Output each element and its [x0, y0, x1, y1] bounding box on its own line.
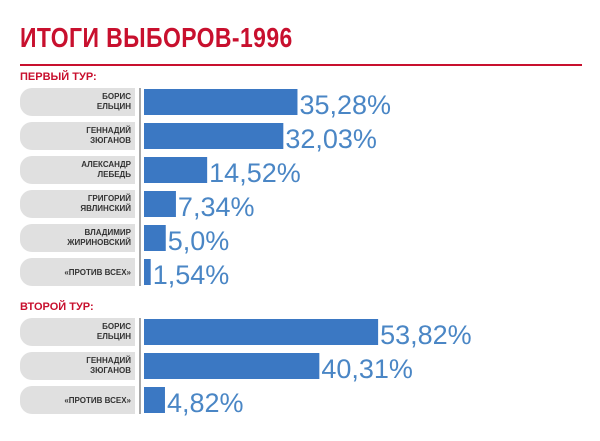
candidate-name: ЕЛЬЦИН [97, 332, 131, 341]
candidate-name: ЖИРИНОВСКИЙ [66, 238, 131, 247]
candidate-name: ЛЕБЕДЬ [98, 170, 132, 179]
candidate-label-box [20, 224, 135, 252]
value-label: 53,82% [380, 320, 472, 350]
candidate-name: ГЕННАДИЙ [86, 356, 131, 365]
candidate-label-box [20, 352, 135, 380]
candidate-label-box [20, 386, 135, 414]
candidate-label-box [20, 122, 135, 150]
candidate-label-box [20, 190, 135, 218]
value-label: 5,0% [168, 226, 230, 256]
candidate-name: ЕЛЬЦИН [97, 102, 131, 111]
candidate-name: БОРИС [102, 92, 131, 101]
value-label: 32,03% [285, 124, 377, 154]
result-bar [144, 353, 320, 379]
candidate-label-box [20, 318, 135, 346]
result-bar [144, 157, 208, 183]
candidate-name: «ПРОТИВ ВСЕХ» [64, 268, 131, 277]
candidate-name: ГЕННАДИЙ [86, 126, 131, 135]
title-divider [20, 64, 582, 66]
result-bar [144, 387, 165, 413]
value-label: 40,31% [321, 354, 413, 384]
candidate-name: ГРИГОРИЙ [88, 194, 131, 203]
value-label: 7,34% [178, 192, 255, 222]
candidate-name: ЯВЛИНСКИЙ [80, 204, 131, 213]
value-label: 14,52% [209, 158, 301, 188]
candidate-label-box [20, 258, 135, 286]
page-title: ИТОГИ ВЫБОРОВ-1996 [20, 22, 293, 53]
result-bar [144, 319, 379, 345]
candidate-label-box [20, 156, 135, 184]
result-bar [144, 191, 176, 217]
result-bar [144, 89, 298, 115]
candidate-name: ЗЮГАНОВ [90, 366, 131, 375]
candidate-name: ВЛАДИМИР [85, 228, 132, 237]
result-bar [144, 225, 166, 251]
candidate-label-box [20, 88, 135, 116]
candidate-name: АЛЕКСАНДР [81, 160, 131, 169]
result-bar [144, 123, 284, 149]
candidate-name: БОРИС [102, 322, 131, 331]
candidate-name: ЗЮГАНОВ [90, 136, 131, 145]
round-label: ПЕРВЫЙ ТУР: [20, 70, 97, 83]
value-label: 1,54% [153, 260, 230, 290]
value-label: 35,28% [299, 90, 391, 120]
value-label: 4,82% [167, 388, 244, 418]
round-label: ВТОРОЙ ТУР: [20, 300, 94, 313]
result-bar [144, 259, 151, 285]
candidate-name: «ПРОТИВ ВСЕХ» [64, 396, 131, 405]
